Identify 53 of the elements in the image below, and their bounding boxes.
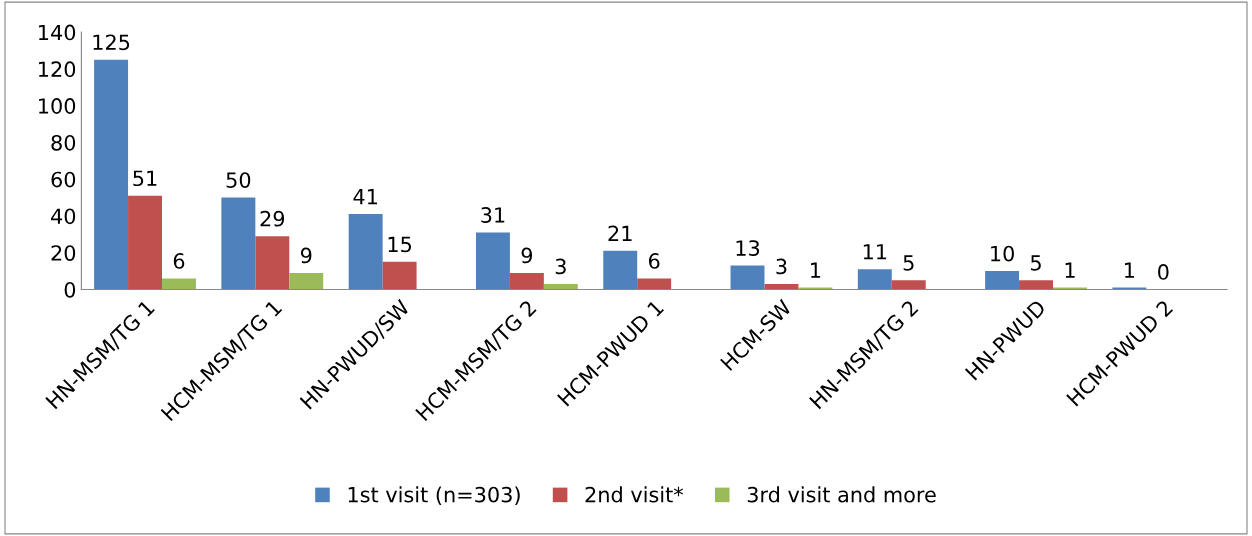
bar — [94, 59, 129, 290]
bar — [221, 197, 256, 290]
y-tick-label: 60 — [51, 171, 76, 188]
legend-label: 1st visit (n=303) — [348, 486, 520, 505]
bar — [128, 195, 162, 290]
bar — [730, 265, 765, 290]
bar — [509, 272, 544, 290]
y-tick-label: 0 — [64, 281, 76, 298]
data-label: 51 — [133, 170, 157, 187]
data-label: 10 — [991, 245, 1014, 262]
data-label: 21 — [608, 225, 632, 241]
legend-label: 2nd visit* — [585, 486, 684, 503]
bar — [603, 250, 638, 290]
y-tick-label: 20 — [51, 245, 76, 261]
legend-label: 3rd visit and more — [747, 486, 936, 503]
bar — [255, 236, 290, 290]
bar — [857, 269, 892, 290]
data-label: 9 — [300, 247, 312, 264]
data-label: 1 — [1065, 262, 1075, 278]
y-tick-label: 120 — [39, 61, 76, 78]
data-label: 3 — [776, 258, 787, 275]
y-tick-label: 40 — [51, 208, 76, 225]
data-label: 41 — [353, 189, 377, 205]
data-label: 50 — [226, 172, 251, 188]
y-tick-label: 80 — [51, 134, 76, 151]
data-label: 6 — [649, 253, 660, 269]
data-label: 6 — [173, 253, 185, 269]
bar — [475, 232, 510, 290]
bar — [1019, 280, 1053, 290]
y-tick-label: 140 — [39, 24, 76, 41]
data-label: 1 — [811, 262, 821, 278]
data-label: 11 — [863, 244, 887, 260]
bar — [985, 271, 1020, 290]
bar — [348, 214, 383, 290]
bar — [382, 261, 417, 290]
data-label: 5 — [903, 255, 914, 271]
data-label: 5 — [1031, 255, 1041, 271]
y-tick-label: 100 — [39, 98, 76, 114]
data-label: 9 — [521, 247, 533, 264]
bar — [637, 278, 672, 290]
data-label: 1 — [1125, 262, 1135, 278]
bar — [161, 278, 196, 290]
bar — [289, 272, 324, 290]
data-label: 0 — [1158, 264, 1169, 280]
data-label: 31 — [481, 207, 505, 223]
data-label: 125 — [93, 34, 130, 51]
data-label: 29 — [260, 210, 285, 227]
bar — [891, 280, 926, 290]
bar — [543, 283, 578, 290]
bar — [764, 283, 799, 290]
data-label: 3 — [555, 258, 566, 275]
data-label: 15 — [388, 236, 412, 253]
data-label: 13 — [736, 240, 760, 256]
